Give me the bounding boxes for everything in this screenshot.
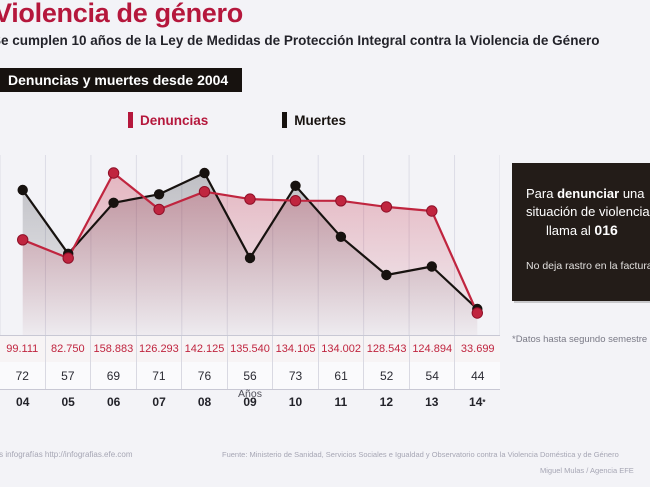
- page-title: Violencia de género: [0, 0, 243, 28]
- axis-tick-06: 06: [106, 395, 121, 409]
- axis-tick-10: 10: [288, 395, 303, 409]
- axis-tick-04: 04: [16, 395, 30, 409]
- legend-swatch-denuncias: [128, 112, 133, 128]
- cell-denuncias-7: 134.002: [317, 335, 364, 362]
- cell-muertes-8: 52: [363, 362, 409, 389]
- cell-muertes-10: 44: [454, 362, 500, 389]
- axis-tick-12: 12: [379, 395, 394, 409]
- footer-source: Fuente: Ministerio de Sanidad, Servicios…: [222, 450, 619, 459]
- cell-denuncias-2: 158.883: [90, 335, 136, 362]
- legend-swatch-muertes: [282, 112, 288, 128]
- cell-denuncias-1: 82.750: [44, 335, 91, 362]
- cell-muertes-4: 76: [181, 362, 227, 389]
- axis-tick-11: 11: [334, 395, 348, 409]
- axis-tick-07: 07: [152, 395, 166, 409]
- axis-tick-14: 14 *: [469, 395, 486, 409]
- cell-denuncias-6: 134.105: [272, 335, 318, 362]
- x-axis-label: Años: [238, 388, 262, 400]
- legend-item-muertes: Muertes: [282, 112, 346, 128]
- axis-tick-13: 13: [425, 395, 439, 409]
- callout-line-2: situación de violencia: [526, 204, 650, 219]
- axis-tick-05: 05: [61, 395, 75, 409]
- cell-muertes-3: 71: [135, 362, 182, 389]
- cell-muertes-2: 69: [90, 362, 136, 389]
- chart-footnote: *Datos hasta segundo semestre: [512, 334, 648, 345]
- legend-item-denuncias: Denuncias: [128, 112, 208, 128]
- page-subtitle: Se cumplen 10 años de la Ley de Medidas …: [0, 33, 600, 48]
- section-band-label: Denuncias y muertes desde 2004: [8, 72, 229, 88]
- data-table: 99.111 82.750 158.883 126.293 142.125 135.540…: [0, 335, 500, 415]
- callout-note: No deja rastro en la factura: [526, 260, 650, 272]
- cell-denuncias-3: 126.293: [135, 335, 182, 362]
- cell-muertes-9: 54: [408, 362, 455, 389]
- cell-denuncias-4: 142.125: [181, 335, 227, 362]
- cell-denuncias-8: 128.543: [363, 335, 409, 362]
- cell-muertes-1: 57: [44, 362, 91, 389]
- table-row-denuncias: 99.111 82.750 158.883 126.293 142.125 135.540…: [0, 335, 500, 362]
- table-row-muertes: 72 57 69 71 76 56 73 61 52 54 44: [0, 362, 500, 389]
- cell-denuncias-9: 124.894: [408, 335, 455, 362]
- cell-muertes-0: 72: [15, 368, 29, 383]
- axis-tick-08: 08: [197, 395, 212, 409]
- cell-muertes-6: 73: [272, 362, 318, 389]
- markers-denuncias: [17, 167, 483, 319]
- footer-byline: Miguel Mulas / Agencia EFE: [540, 466, 634, 475]
- chart-legend: Denuncias Muertes: [128, 112, 346, 128]
- cell-muertes-5: 56: [226, 362, 273, 389]
- legend-label-denuncias: Denuncias: [140, 112, 209, 128]
- cell-muertes-7: 61: [317, 362, 364, 389]
- cell-denuncias-5: 135.540: [226, 335, 273, 362]
- asterisk-marker: *: [482, 397, 486, 407]
- legend-label-muertes: Muertes: [294, 112, 347, 128]
- callout-line-3: llama al 016: [546, 222, 618, 238]
- callout-line-1: Para denunciar una: [526, 186, 645, 201]
- line-chart-plot: [0, 155, 500, 335]
- section-band: Denuncias y muertes desde 2004: [0, 68, 243, 92]
- footer-more-infographics: Más infografías http://infografias.efe.c…: [0, 450, 133, 459]
- helpline-callout: Para denunciar una situación de violenci…: [512, 163, 650, 301]
- cell-denuncias-0: 99.111: [6, 342, 39, 355]
- axis-tick-09: 09: [243, 395, 257, 409]
- chart-svg: [0, 155, 500, 335]
- table-row-years: 04 05 06 07 08 09 10 11 12 13 14 *: [0, 389, 500, 415]
- cell-denuncias-10: 33.699: [454, 335, 500, 362]
